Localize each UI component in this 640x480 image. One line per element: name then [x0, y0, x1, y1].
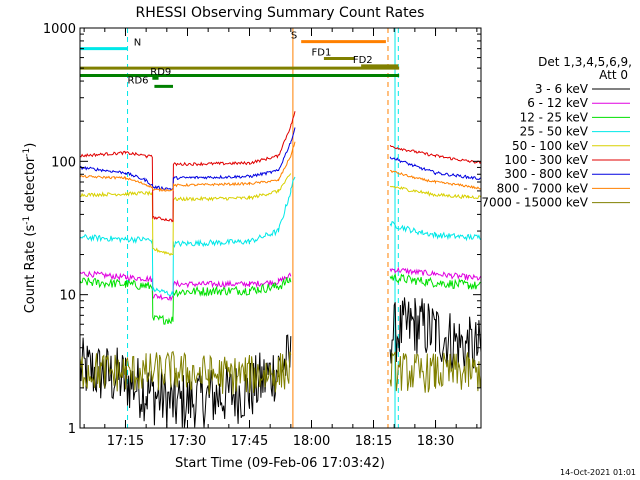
- x-tick-label: 18:15: [355, 434, 392, 449]
- legend-label: 300 - 800 keV: [504, 167, 588, 181]
- x-axis-label: Start Time (09-Feb-06 17:03:42): [175, 456, 385, 471]
- legend-label: 6 - 12 keV: [527, 96, 589, 110]
- series-line: [389, 266, 481, 282]
- legend-label: 25 - 50 keV: [520, 125, 589, 139]
- footer-timestamp: 14-Oct-2021 01:01: [560, 468, 636, 477]
- x-tick-label: 18:30: [417, 434, 454, 449]
- series-line: [80, 141, 296, 193]
- series-line: [80, 176, 296, 297]
- series-line: [389, 156, 481, 181]
- legend-header-detectors: Det 1,3,4,5,6,9,: [538, 55, 632, 69]
- flag-label: RD6: [128, 75, 149, 86]
- count-rate-series: [80, 111, 481, 428]
- x-axis-ticks: 17:15 17:30 17:45 18:00 18:15 18:30: [83, 28, 478, 449]
- flag-label: FD1: [312, 48, 332, 59]
- x-tick-label: 17:45: [231, 434, 268, 449]
- series-line: [80, 350, 292, 395]
- series-line: [80, 173, 292, 256]
- legend-label: 3 - 6 keV: [535, 82, 589, 96]
- series-line: [80, 277, 292, 325]
- series-line: [389, 273, 481, 290]
- legend-label: 50 - 100 keV: [512, 139, 589, 153]
- x-tick-label: 17:30: [169, 434, 206, 449]
- legend-label: 12 - 25 keV: [520, 110, 589, 124]
- series-line: [389, 144, 481, 165]
- x-tick-label: 18:00: [293, 434, 330, 449]
- legend-label: 7000 - 15000 keV: [481, 196, 588, 210]
- series-line: [80, 111, 296, 223]
- y-tick-label: 10: [59, 289, 76, 304]
- flag-label: N: [134, 38, 141, 49]
- chart-title: RHESSI Observing Summary Count Rates: [136, 5, 425, 21]
- y-axis-label: Count Rate (s-1 detector-1): [22, 143, 38, 314]
- y-tick-label: 100: [51, 155, 76, 170]
- series-line: [80, 127, 296, 191]
- flag-label: RD9: [150, 67, 171, 78]
- legend-label: 100 - 300 keV: [504, 153, 588, 167]
- legend-header-attenuator: Att 0: [599, 68, 628, 82]
- series-line: [390, 169, 481, 190]
- y-axis-ticks: 1 10 100 1000: [43, 22, 481, 437]
- x-tick-label: 17:15: [107, 434, 144, 449]
- series-line: [389, 221, 481, 242]
- y-tick-label: 1: [68, 422, 76, 437]
- series-line: [389, 351, 481, 393]
- series-line: [389, 297, 481, 377]
- series-line: [389, 185, 481, 200]
- y-tick-label: 1000: [43, 22, 76, 37]
- flag-label: FD2: [353, 55, 373, 66]
- legend-label: 800 - 7000 keV: [497, 181, 589, 195]
- plot-frame: [79, 27, 482, 429]
- series-line: [80, 270, 292, 302]
- flag-label: S: [291, 31, 297, 42]
